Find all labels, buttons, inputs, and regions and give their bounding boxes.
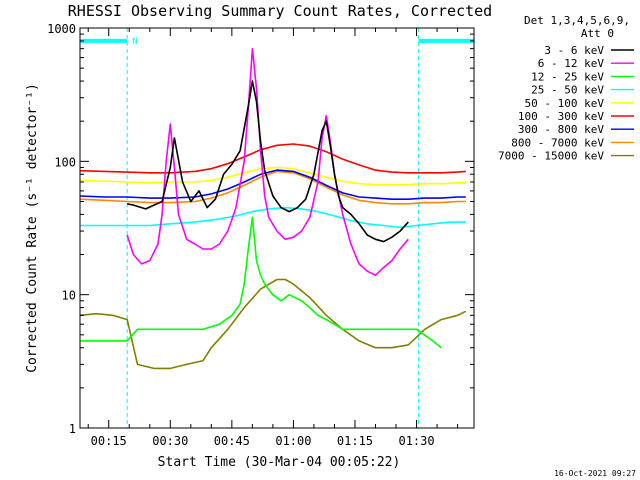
timestamp: 16-Oct-2021 09:27 <box>554 469 636 478</box>
y-tick-label-0: 1 <box>69 422 76 436</box>
x-tick-label-5: 01:30 <box>398 434 434 448</box>
legend-label-3: 25 - 50 keV <box>531 84 604 97</box>
legend-label-6: 300 - 800 keV <box>518 123 604 136</box>
series-line-5 <box>80 143 466 174</box>
y-tick-label-3: 1000 <box>47 22 76 36</box>
legend-header-0: Det 1,3,4,5,6,9, <box>524 14 630 27</box>
series-line-0 <box>127 80 409 243</box>
series-line-4 <box>80 166 466 186</box>
legend-label-0: 3 - 6 keV <box>544 44 604 57</box>
y-axis: 1 10 100 1000 <box>47 22 474 436</box>
series-line-2 <box>80 216 442 349</box>
legend-label-2: 12 - 25 keV <box>531 70 604 83</box>
x-axis-label: Start Time (30-Mar-04 00:05:22) <box>158 455 401 470</box>
plot-content: N <box>80 28 474 428</box>
y-tick-label-1: 10 <box>62 289 76 303</box>
y-axis-label: Corrected Count Rate (s⁻¹ detector⁻¹) <box>25 83 40 373</box>
legend-label-7: 800 - 7000 keV <box>511 136 604 149</box>
x-tick-label-0: 00:15 <box>91 434 127 448</box>
y-tick-label-2: 100 <box>54 155 76 169</box>
x-tick-label-2: 00:45 <box>214 434 250 448</box>
legend-label-4: 50 - 100 keV <box>525 97 605 110</box>
legend-label-8: 7000 - 15000 keV <box>498 150 604 163</box>
legend-header-1: Att 0 <box>581 27 614 40</box>
chart-title: RHESSI Observing Summary Count Rates, Co… <box>68 2 492 20</box>
legend-label-1: 6 - 12 keV <box>538 57 605 70</box>
flag-label: N <box>132 37 137 47</box>
plot-area: N <box>80 28 474 428</box>
x-tick-label-4: 01:15 <box>337 434 373 448</box>
x-tick-label-3: 01:00 <box>275 434 311 448</box>
x-axis: 00:15 00:30 00:45 01:00 01:15 01:30 <box>87 28 459 448</box>
plot-frame <box>79 27 475 429</box>
series-line-8 <box>80 278 467 370</box>
series-line-1 <box>126 47 409 277</box>
x-tick-label-1: 00:30 <box>152 434 188 448</box>
legend-label-5: 100 - 300 keV <box>518 110 604 123</box>
